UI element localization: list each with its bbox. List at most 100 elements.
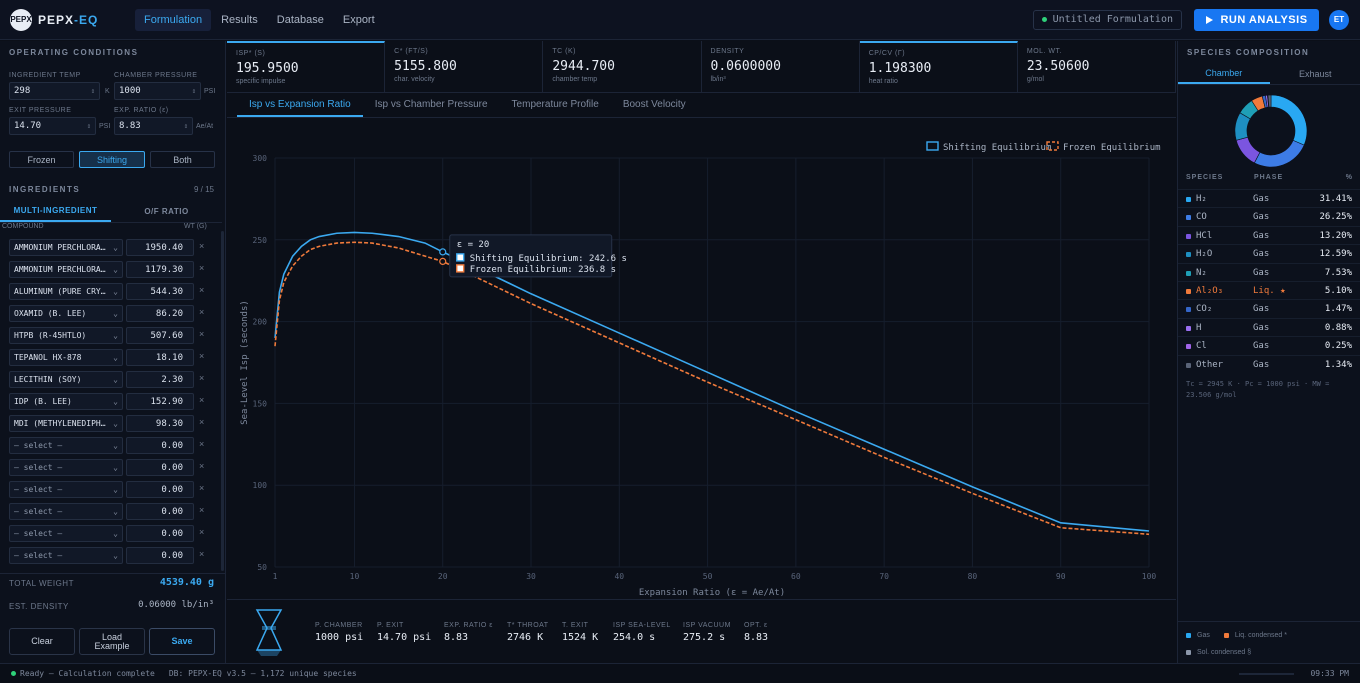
ingredient-weight-input[interactable]: 544.30 — [126, 283, 194, 300]
formulation-name[interactable]: Untitled Formulation — [1032, 9, 1182, 30]
mode-frozen-button[interactable]: Frozen — [9, 151, 74, 168]
ingredient-weight-input[interactable]: 0.00 — [126, 547, 194, 564]
ingredient-weight-input[interactable]: 1950.40 — [126, 239, 194, 256]
series-line-frozen[interactable] — [274, 241, 1150, 536]
load-example-button[interactable]: Load Example — [79, 628, 145, 655]
ingredient-select[interactable]: — select — ⌄ — [9, 459, 123, 476]
species-row[interactable]: Al₂O₃ Liq. ★ 5.10% — [1178, 281, 1360, 299]
tab-isp-vs-chamber-pressure[interactable]: Isp vs Chamber Pressure — [374, 99, 488, 110]
clear-button[interactable]: Clear — [9, 628, 75, 655]
ingredient-select[interactable]: ALUMINUM (PURE CRYSTAL)⌄ — [9, 283, 123, 300]
ingredient-weight-input[interactable]: 2.30 — [126, 371, 194, 388]
remove-ingredient-icon[interactable]: × — [199, 329, 205, 339]
remove-ingredient-icon[interactable]: × — [199, 483, 205, 493]
tab-multi-ingredient[interactable]: MULTI-INGREDIENT — [0, 201, 111, 222]
remove-ingredient-icon[interactable]: × — [199, 549, 205, 559]
ingredient-select[interactable]: HTPB (R-45HTLO) ⌄ — [9, 327, 123, 344]
chamber-pressure-input[interactable]: 1000 ⇕ — [114, 82, 201, 100]
ingredient-weight-input[interactable]: 18.10 — [126, 349, 194, 366]
ingredient-weight-input[interactable]: 1179.30 — [126, 261, 194, 278]
ingredient-weight-input[interactable]: 0.00 — [126, 437, 194, 454]
donut-slice-9[interactable] — [1267, 94, 1272, 108]
ingredient-weight-input[interactable]: 86.20 — [126, 305, 194, 322]
tab-of-ratio[interactable]: O/F RATIO — [144, 207, 189, 216]
chevron-down-icon: ⌄ — [113, 243, 118, 252]
ingredient-select[interactable]: AMMONIUM PERCHLORATE ⌄ — [9, 239, 123, 256]
donut-slice-2[interactable] — [1235, 136, 1261, 164]
tab-chamber[interactable]: Chamber — [1178, 64, 1270, 84]
species-row[interactable]: Cl Gas 0.25% — [1178, 336, 1360, 354]
ingredient-select[interactable]: — select — ⌄ — [9, 437, 123, 454]
ingredient-select[interactable]: — select — ⌄ — [9, 481, 123, 498]
ingredient-select[interactable]: IDP (B. LEE) ⌄ — [9, 393, 123, 410]
ingredient-select[interactable]: AMMONIUM PERCHLORATE ⌄ — [9, 261, 123, 278]
remove-ingredient-icon[interactable]: × — [199, 505, 205, 515]
app-logo[interactable]: PEPX PEPX-EQ — [10, 8, 120, 31]
tooltip-point-marker[interactable] — [439, 257, 447, 265]
nav-export[interactable]: Export — [342, 13, 375, 26]
avatar[interactable]: ET — [1329, 9, 1349, 30]
nav-formulation[interactable]: Formulation — [135, 8, 212, 31]
mode-shifting-button[interactable]: Shifting — [79, 151, 145, 168]
remove-ingredient-icon[interactable]: × — [199, 241, 205, 251]
ingredient-weight-input[interactable]: 152.90 — [126, 393, 194, 410]
ingredient-select[interactable]: LECITHIN (SOY) ⌄ — [9, 371, 123, 388]
stepper-icon[interactable]: ⇕ — [90, 87, 95, 95]
isp-chart[interactable]: 50 100 150 200 250 300 1 10 20 30 40 50 60 70 80 90 100 E… — [227, 118, 1176, 598]
donut-slice-0[interactable] — [1270, 94, 1308, 146]
stepper-icon[interactable]: ⇕ — [86, 122, 91, 130]
species-donut-chart[interactable] — [1231, 91, 1311, 171]
species-row[interactable]: Other Gas 1.34% — [1178, 354, 1360, 373]
ingredient-weight-input[interactable]: 98.30 — [126, 415, 194, 432]
ingredient-weight-input[interactable]: 507.60 — [126, 327, 194, 344]
species-row[interactable]: H₂O Gas 12.59% — [1178, 244, 1360, 262]
nav-results[interactable]: Results — [221, 13, 258, 26]
ingredient-row: ALUMINUM (PURE CRYSTAL)⌄544.30 × — [9, 283, 219, 300]
metric-label: MOL. WT. — [1026, 48, 1062, 55]
ingredient-weight-input[interactable]: 0.00 — [126, 525, 194, 542]
tab-isp-vs-expansion[interactable]: Isp vs Expansion Ratio — [237, 93, 363, 117]
exp-ratio-input[interactable]: 8.83 ⇕ — [114, 117, 193, 135]
remove-ingredient-icon[interactable]: × — [199, 439, 205, 449]
species-row[interactable]: HCl Gas 13.20% — [1178, 225, 1360, 244]
remove-ingredient-icon[interactable]: × — [199, 285, 205, 295]
series-line-shifting[interactable] — [274, 231, 1150, 532]
species-row[interactable]: CO₂ Gas 1.47% — [1178, 299, 1360, 317]
ingredient-select[interactable]: — select — ⌄ — [9, 503, 123, 520]
ingredient-scrollbar[interactable] — [221, 231, 224, 571]
tooltip-point-marker[interactable] — [439, 248, 447, 256]
ingredient-weight-input[interactable]: 0.00 — [126, 503, 194, 520]
species-row[interactable]: H Gas 0.88% — [1178, 317, 1360, 336]
ingredient-select[interactable]: — select — ⌄ — [9, 547, 123, 564]
tab-temperature-profile[interactable]: Temperature Profile — [511, 99, 599, 110]
ingredient-select[interactable]: MDI (METHYLENEDIPHENYL)⌄ — [9, 415, 123, 432]
ingredient-weight-input[interactable]: 0.00 — [126, 459, 194, 476]
remove-ingredient-icon[interactable]: × — [199, 373, 205, 383]
tab-boost-velocity[interactable]: Boost Velocity — [622, 99, 686, 110]
mode-both-button[interactable]: Both — [150, 151, 215, 168]
species-row[interactable]: CO Gas 26.25% — [1178, 207, 1360, 225]
exit-pressure-input[interactable]: 14.70 ⇕ — [9, 117, 96, 135]
remove-ingredient-icon[interactable]: × — [199, 395, 205, 405]
stepper-icon[interactable]: ⇕ — [183, 122, 188, 130]
remove-ingredient-icon[interactable]: × — [199, 461, 205, 471]
ingredient-select[interactable]: TEPANOL HX-878 ⌄ — [9, 349, 123, 366]
run-analysis-button[interactable]: RUN ANALYSIS — [1194, 8, 1319, 31]
remove-ingredient-icon[interactable]: × — [199, 263, 205, 273]
remove-ingredient-icon[interactable]: × — [199, 527, 205, 537]
ingredient-temp-input[interactable]: 298 ⇕ — [9, 82, 100, 100]
remove-ingredient-icon[interactable]: × — [199, 417, 205, 427]
ingredient-weight-input[interactable]: 0.00 — [126, 481, 194, 498]
nav-database[interactable]: Database — [276, 13, 324, 26]
tab-exhaust[interactable]: Exhaust — [1298, 69, 1332, 79]
species-row[interactable]: N₂ Gas 7.53% — [1178, 262, 1360, 281]
stepper-icon[interactable]: ⇕ — [191, 87, 196, 95]
donut-slice-1[interactable] — [1253, 140, 1305, 168]
species-row[interactable]: H₂ Gas 31.41% — [1178, 189, 1360, 207]
remove-ingredient-icon[interactable]: × — [199, 307, 205, 317]
ingredient-select[interactable]: — select — ⌄ — [9, 525, 123, 542]
save-button[interactable]: Save — [149, 628, 215, 655]
ingredient-select[interactable]: OXAMID (B. LEE) ⌄ — [9, 305, 123, 322]
db-info: DB: PEPX-EQ v3.5 — 1,172 unique species — [168, 669, 357, 678]
remove-ingredient-icon[interactable]: × — [199, 351, 205, 361]
